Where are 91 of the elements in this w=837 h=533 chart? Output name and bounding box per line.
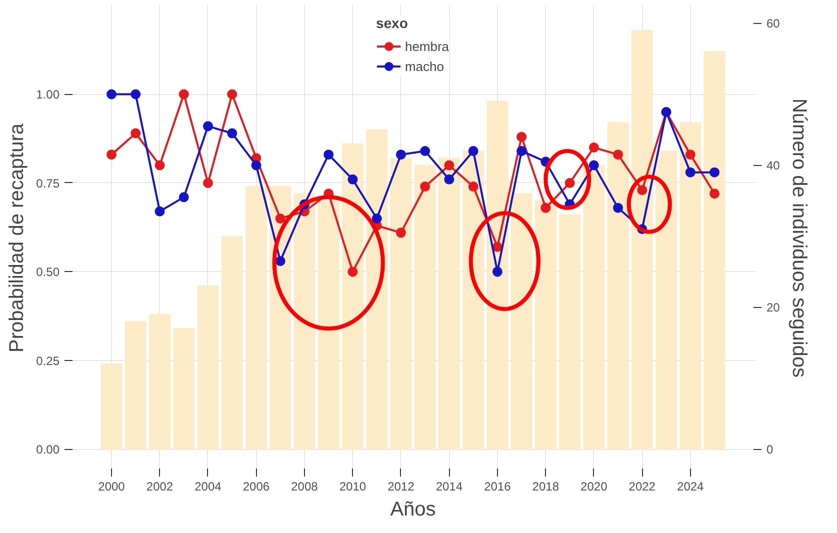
bar [390, 158, 412, 450]
point [178, 89, 189, 100]
y-tick-label: 1.00 [36, 88, 60, 102]
point [613, 202, 624, 213]
point [468, 146, 478, 156]
point [227, 128, 238, 138]
x-tick-label: 2022 [628, 480, 656, 494]
y-tick-label: 0.75 [36, 176, 60, 190]
point [130, 89, 141, 100]
bar [245, 186, 267, 450]
bar [607, 122, 629, 450]
point [468, 182, 478, 192]
x-tick-label: 2000 [98, 480, 126, 494]
point [637, 185, 648, 196]
point [492, 266, 502, 277]
y2-tick-label: 20 [766, 300, 780, 315]
point [516, 146, 527, 156]
bar [221, 236, 243, 450]
point [613, 150, 624, 160]
y-tick-label: 0.00 [36, 442, 60, 457]
x-tick-label: 2024 [677, 480, 704, 494]
y-tick-label: 0.25 [36, 354, 60, 368]
point [540, 202, 551, 213]
point [516, 132, 527, 142]
x-tick-label: 2008 [291, 480, 318, 494]
x-tick-label: 2010 [339, 480, 366, 494]
x-tick-label: 2020 [580, 480, 608, 494]
point [709, 188, 720, 199]
point [202, 178, 213, 188]
x-tick-label: 2014 [436, 480, 463, 494]
point [154, 160, 165, 170]
point [227, 89, 238, 100]
x-tick-label: 2006 [242, 480, 270, 494]
bar [100, 364, 122, 450]
legend-title: sexo [376, 15, 409, 31]
point [348, 174, 358, 184]
bar [342, 143, 364, 450]
point [444, 160, 454, 170]
point [275, 213, 286, 224]
x-tick-label: 2018 [532, 480, 560, 494]
point [324, 150, 334, 160]
point [685, 150, 696, 160]
y-axis-title: Probabilidad de recaptura [6, 122, 28, 353]
y2-tick-label: 0 [766, 442, 774, 457]
bar [366, 129, 388, 450]
point [444, 174, 454, 184]
point [154, 206, 165, 216]
bar [318, 200, 340, 450]
bar [148, 314, 170, 450]
y2-axis-title: Número de individuos seguidos [788, 98, 810, 378]
point [420, 146, 430, 156]
point [106, 89, 117, 100]
bar [414, 164, 436, 450]
x-tick-label: 2002 [146, 480, 174, 494]
bar [197, 285, 219, 450]
point [178, 192, 189, 202]
point [685, 167, 696, 178]
bar [486, 100, 508, 450]
point [396, 228, 406, 238]
y2-tick-label: 40 [766, 158, 780, 173]
point [275, 256, 286, 266]
bar [583, 164, 605, 450]
x-tick-label: 2004 [194, 480, 222, 494]
point [251, 160, 262, 170]
legend-label: macho [404, 58, 444, 74]
point [202, 121, 213, 132]
point [130, 128, 141, 138]
bar [680, 122, 702, 450]
bar [704, 51, 726, 450]
point [588, 142, 599, 152]
x-tick-label: 2016 [484, 480, 512, 494]
bar [173, 328, 195, 450]
point [348, 266, 358, 277]
y-tick-label: 0.50 [36, 265, 60, 280]
point [420, 182, 430, 192]
bar [510, 193, 532, 450]
point [709, 167, 720, 178]
point [588, 160, 599, 170]
y2-tick-label: 60 [766, 16, 780, 31]
bar [559, 214, 581, 450]
x-tick-label: 2012 [388, 480, 415, 494]
bar [294, 193, 316, 450]
point [372, 213, 382, 224]
x-axis-title: Años [390, 498, 436, 520]
legend-label: hembra [404, 38, 450, 54]
bar [124, 320, 146, 450]
point [396, 150, 406, 160]
point [106, 150, 117, 160]
bar [462, 150, 484, 450]
point [564, 178, 575, 188]
bar [438, 158, 460, 450]
